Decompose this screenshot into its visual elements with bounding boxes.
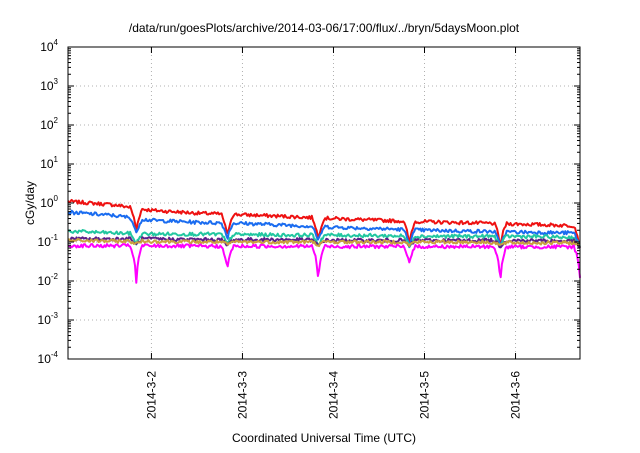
y-tick-exponent: 2 [54, 116, 59, 125]
series-line [67, 209, 581, 249]
y-tick-label: 100 [40, 194, 58, 210]
x-tick-label: 2014-3-3 [235, 371, 249, 419]
y-tick-base: 10 [38, 274, 52, 288]
y-tick-exponent: 1 [54, 155, 59, 164]
x-axis-label: Coordinated Universal Time (UTC) [232, 431, 416, 445]
y-tick-base: 10 [38, 313, 52, 327]
y-tick-exponent: 3 [54, 77, 59, 86]
y-tick-label: 10-4 [38, 350, 59, 366]
y-tick-base: 10 [38, 352, 52, 366]
y-tick-exponent: -1 [51, 233, 59, 242]
y-tick-base: 10 [40, 40, 54, 54]
grid [68, 47, 580, 359]
y-tick-label: 103 [40, 77, 58, 93]
series-line [67, 238, 581, 248]
y-tick-label: 10-2 [38, 272, 59, 288]
y-axis-label: cGy/day [23, 181, 37, 225]
series-layer [67, 198, 581, 284]
y-tick-base: 10 [40, 118, 54, 132]
y-tick-exponent: 0 [54, 194, 59, 203]
y-tick-exponent: -3 [51, 311, 59, 320]
y-tick-base: 10 [40, 196, 54, 210]
series-line [67, 198, 581, 249]
y-tick-label: 10-3 [38, 311, 59, 327]
y-tick-exponent: 4 [54, 38, 59, 47]
x-tick-label: 2014-3-5 [418, 371, 432, 419]
x-tick-label: 2014-3-6 [509, 371, 523, 419]
y-tick-base: 10 [40, 157, 54, 171]
chart-title: /data/run/goesPlots/archive/2014-03-06/1… [129, 21, 520, 35]
y-tick-label: 101 [40, 155, 58, 171]
y-tick-exponent: -2 [51, 272, 59, 281]
y-tick-exponent: -4 [51, 350, 59, 359]
series-line [67, 243, 581, 284]
y-tick-label: 104 [40, 38, 58, 54]
y-tick-base: 10 [38, 235, 52, 249]
y-tick-label: 102 [40, 116, 58, 132]
series-line [67, 229, 581, 249]
x-tick-label: 2014-3-2 [144, 371, 158, 419]
x-tick-label: 2014-3-4 [326, 371, 340, 419]
y-tick-base: 10 [40, 79, 54, 93]
y-tick-label: 10-1 [38, 233, 59, 249]
